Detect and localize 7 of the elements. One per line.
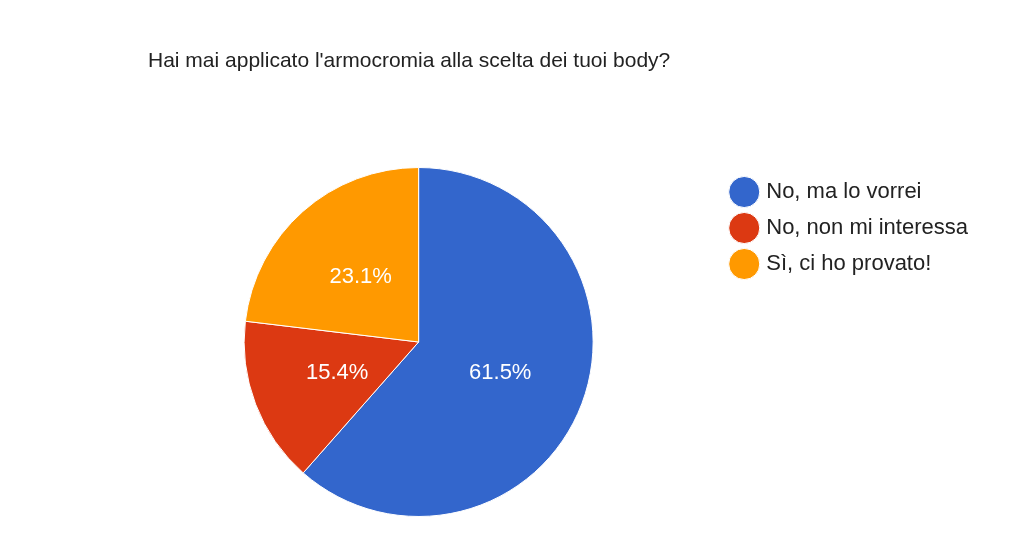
legend-label: No, ma lo vorrei xyxy=(766,178,922,204)
legend-label: Sì, ci ho provato! xyxy=(766,250,932,276)
legend-label: No, non mi interessa xyxy=(766,214,969,240)
chart-title: Hai mai applicato l'armocromia alla scelta dei tuoi body? xyxy=(148,47,672,73)
data-label: 23.1% xyxy=(329,262,392,288)
data-label: 15.4% xyxy=(305,359,369,385)
data-label: 61.5% xyxy=(469,358,532,384)
